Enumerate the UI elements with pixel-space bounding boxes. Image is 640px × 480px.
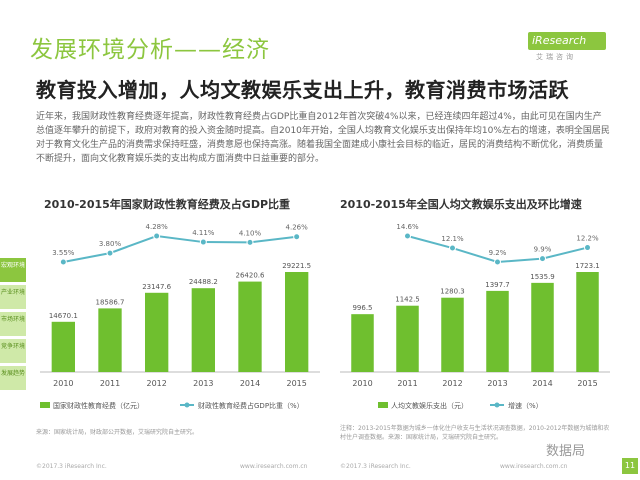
logo-subtitle: 艾瑞咨询: [536, 53, 576, 61]
bar-2015: [285, 272, 309, 372]
bar-value-label: 1723.1: [575, 262, 600, 270]
line-point: [449, 244, 456, 252]
bar-value-label: 1142.5: [395, 296, 420, 304]
side-tabs: 宏观环境 产业环境 市场环境 竞争环境 发展趋势: [0, 258, 26, 393]
legend-bar-swatch: [40, 402, 50, 408]
x-tick-label: 2011: [100, 379, 120, 388]
line-point: [199, 238, 207, 246]
x-tick-label: 2010: [53, 379, 73, 388]
legend-line-label: 增速（%）: [508, 401, 543, 410]
side-tab-trend[interactable]: 发展趋势: [0, 366, 26, 390]
bar-2014: [531, 282, 554, 372]
bar-value-label: 1397.7: [485, 281, 510, 289]
legend-line-marker: [184, 402, 190, 408]
footer-url-1: www.iresearch.com.cn: [240, 463, 308, 470]
legend-bar-swatch: [378, 402, 388, 408]
x-tick-label: 2014: [532, 379, 552, 388]
x-tick-label: 2014: [240, 379, 260, 388]
side-tab-competition[interactable]: 竞争环境: [0, 339, 26, 363]
bar-value-label: 23147.6: [142, 283, 171, 291]
footer-url-2: www.iresearch.com.cn: [500, 463, 568, 470]
line-point: [539, 255, 546, 263]
line-value-label: 3.55%: [52, 249, 75, 257]
legend-bar-label: 人均文教娱乐支出（元）: [391, 401, 468, 410]
side-tab-market[interactable]: 市场环境: [0, 312, 26, 336]
bar-2010: [51, 321, 75, 372]
line-point: [246, 238, 254, 246]
chart-1: 14670.1 2010 18586.7 2011 23147.6 2012 24488.2…: [40, 223, 320, 410]
line-value-label: 4.28%: [146, 223, 169, 231]
legend-bar-label: 国家财政性教育经费（亿元）: [53, 401, 144, 410]
legend-line-label: 财政性教育经费占GDP比重（%）: [198, 401, 304, 410]
chart-1-title: 2010-2015年国家财政性教育经费及占GDP比重: [44, 198, 291, 211]
chart-1-note: 来源：国家统计局，财政部公开数据，艾瑞研究院自主研究。: [36, 429, 199, 436]
x-tick-label: 2013: [487, 379, 507, 388]
line-value-label: 4.10%: [239, 229, 262, 237]
bar-2015: [576, 272, 599, 372]
line-value-label: 4.26%: [286, 224, 309, 232]
chart-2: 996.5 2010 1142.5 2011 1280.3 2012 1397.7 2013 1…: [340, 223, 610, 410]
bar-value-label: 1280.3: [440, 288, 465, 296]
bar-value-label: 14670.1: [49, 312, 78, 320]
line-value-label: 4.11%: [192, 229, 215, 237]
side-tab-industry[interactable]: 产业环境: [0, 285, 26, 309]
x-tick-label: 2015: [286, 379, 306, 388]
bar-value-label: 29221.5: [282, 262, 311, 270]
line-point: [584, 244, 591, 252]
x-tick-label: 2013: [193, 379, 213, 388]
page-number: 11: [622, 458, 638, 474]
line-value-label: 9.2%: [489, 249, 507, 257]
line-value-label: 14.6%: [396, 223, 419, 231]
x-tick-label: 2015: [577, 379, 597, 388]
x-tick-label: 2012: [146, 379, 166, 388]
line-point: [293, 233, 301, 241]
bar-value-label: 18586.7: [96, 298, 125, 306]
bar-value-label: 1535.9: [530, 273, 555, 281]
bar-2010: [351, 314, 374, 372]
line-point: [59, 258, 67, 266]
bar-2011: [396, 305, 419, 372]
bar-value-label: 26420.6: [236, 272, 265, 280]
line-value-label: 12.1%: [441, 235, 464, 243]
line-value-label: 12.2%: [576, 235, 599, 243]
footer-source-1: ©2017.3 iResearch Inc.: [36, 463, 107, 470]
chart-2-title: 2010-2015年全国人均文教娱乐支出及环比增速: [340, 198, 582, 211]
line-value-label: 9.9%: [534, 246, 552, 254]
x-tick-label: 2011: [397, 379, 417, 388]
body-paragraph: 近年来，我国财政性教育经费逐年提高，财政性教育经费占GDP比重自2012年首次突…: [36, 112, 610, 164]
line-point: [494, 258, 501, 266]
section-title: 发展环境分析——经济: [30, 37, 270, 63]
iresearch-logo: iResearch 艾瑞咨询: [528, 32, 606, 62]
x-tick-label: 2012: [442, 379, 462, 388]
line-value-label: 3.80%: [99, 240, 122, 248]
footer-source-2: ©2017.3 iResearch Inc.: [340, 463, 411, 470]
line-series: [63, 234, 297, 263]
chart-2-note: 注释：2013-2015年数据为城乡一体化住户收支与生活状况调查数据，2010-…: [340, 425, 610, 441]
line-point: [404, 232, 411, 240]
headline: 教育投入增加，人均文教娱乐支出上升，教育消费市场活跃: [36, 78, 569, 102]
line-point: [106, 249, 114, 257]
bar-2013: [191, 288, 215, 372]
bar-value-label: 24488.2: [189, 278, 218, 286]
side-tab-macro[interactable]: 宏观环境: [0, 258, 26, 282]
bar-2014: [238, 281, 262, 372]
bar-2011: [98, 308, 122, 372]
watermark: 数据局: [546, 444, 586, 459]
bar-2012: [441, 297, 464, 372]
bar-value-label: 996.5: [352, 304, 372, 312]
bar-2012: [145, 292, 169, 372]
legend-line-marker: [494, 402, 500, 408]
bar-2013: [486, 290, 509, 372]
x-tick-label: 2010: [352, 379, 372, 388]
line-point: [153, 232, 161, 240]
logo-word: iResearch: [532, 34, 587, 47]
